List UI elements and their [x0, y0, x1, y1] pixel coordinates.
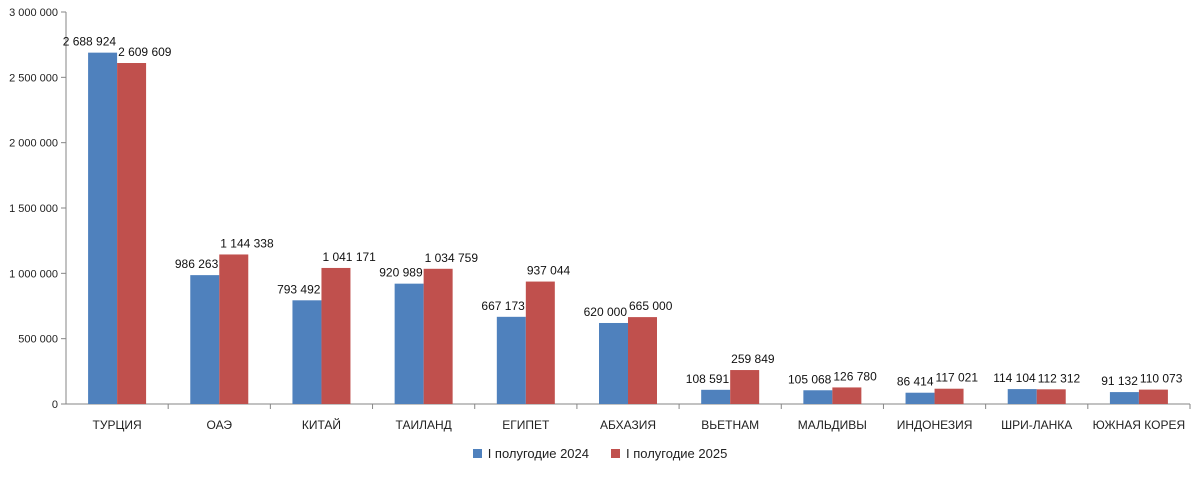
- data-label-2024: 667 173: [481, 299, 525, 313]
- chart-axes: 0 500 000 1 000 000 1 500 000 2 000 000 2 500…: [9, 7, 1191, 432]
- data-label-2024: 2 688 924: [63, 35, 117, 49]
- x-category-label: ИНДОНЕЗИЯ: [897, 418, 973, 432]
- data-label-2025: 117 021: [936, 371, 979, 385]
- chart-legend: I полугодие 2024 I полугодие 2025: [0, 446, 1200, 461]
- y-tick-label: 500 000: [18, 334, 58, 346]
- x-category-label: МАЛЬДИВЫ: [798, 418, 867, 432]
- bar-2025: [117, 63, 147, 405]
- data-label-2025: 126 780: [833, 369, 877, 383]
- bar-2025: [525, 281, 555, 404]
- data-label-2025: 2 609 609: [118, 45, 172, 59]
- legend-item-2024: I полугодие 2024: [472, 446, 589, 461]
- y-tick-label: 3 000 000: [9, 7, 58, 19]
- bar-2025: [934, 388, 964, 404]
- bar-2025: [1036, 389, 1066, 404]
- data-label-2024: 108 591: [686, 372, 730, 386]
- bar-2025: [1138, 389, 1168, 404]
- bar-2024: [190, 275, 220, 404]
- x-category-label: ТУРЦИЯ: [93, 418, 142, 432]
- data-label-2024: 91 132: [1101, 374, 1138, 388]
- x-category-label: ЮЖНАЯ КОРЕЯ: [1093, 418, 1185, 432]
- y-tick-label: 1 000 000: [9, 268, 58, 280]
- bar-2024: [1109, 392, 1139, 404]
- bar-2024: [599, 322, 628, 404]
- data-label-2025: 937 044: [527, 264, 571, 278]
- x-category-label: КИТАЙ: [302, 417, 341, 432]
- data-label-2024: 620 000: [584, 305, 628, 319]
- bar-2024: [292, 300, 322, 404]
- bar-2025: [832, 387, 862, 404]
- bar-2024: [496, 316, 526, 404]
- legend-item-2025: I полугодие 2025: [611, 446, 727, 461]
- bar-2024: [701, 389, 731, 404]
- x-category-label: ШРИ-ЛАНКА: [1001, 418, 1072, 432]
- legend-label-2025: I полугодие 2025: [626, 446, 728, 461]
- bar-2025: [730, 370, 760, 404]
- data-label-2025: 665 000: [629, 299, 673, 313]
- bar-2024: [1007, 389, 1037, 404]
- data-label-2024: 793 492: [277, 282, 321, 296]
- bar-2025: [321, 267, 351, 404]
- data-label-2025: 259 849: [731, 352, 775, 366]
- chart-bars: [88, 52, 1168, 405]
- bar-2025: [219, 254, 249, 404]
- data-label-2025: 1 041 171: [322, 250, 376, 264]
- data-label-2024: 86 414: [897, 375, 934, 389]
- bar-2024: [905, 392, 935, 404]
- data-label-2025: 1 144 338: [220, 236, 274, 250]
- y-tick-label: 2 500 000: [9, 72, 58, 84]
- x-category-label: ОАЭ: [207, 418, 233, 432]
- data-label-2024: 986 263: [175, 257, 219, 271]
- y-tick-label: 2 000 000: [9, 138, 58, 150]
- data-label-2025: 112 312: [1038, 371, 1081, 385]
- legend-label-2024: I полугодие 2024: [487, 446, 589, 461]
- data-label-2024: 920 989: [379, 266, 423, 280]
- bar-2024: [803, 390, 833, 404]
- data-label-2025: 110 073: [1140, 372, 1183, 386]
- bar-2025: [423, 268, 453, 404]
- x-category-label: АБХАЗИЯ: [600, 418, 656, 432]
- data-label-2024: 114 104: [993, 371, 1036, 385]
- y-tick-label: 0: [52, 399, 58, 411]
- bar-2024: [394, 283, 424, 404]
- bar-2025: [628, 317, 657, 404]
- y-tick-label: 1 500 000: [9, 203, 58, 215]
- bar-2024: [88, 52, 118, 404]
- data-label-2024: 105 068: [788, 372, 832, 386]
- x-category-label: ВЬЕТНАМ: [701, 418, 759, 432]
- legend-swatch-2024: [472, 449, 482, 458]
- data-label-2025: 1 034 759: [425, 251, 479, 265]
- x-category-label: ТАИЛАНД: [396, 418, 452, 432]
- x-category-label: ЕГИПЕТ: [502, 418, 550, 432]
- legend-swatch-2025: [611, 449, 620, 458]
